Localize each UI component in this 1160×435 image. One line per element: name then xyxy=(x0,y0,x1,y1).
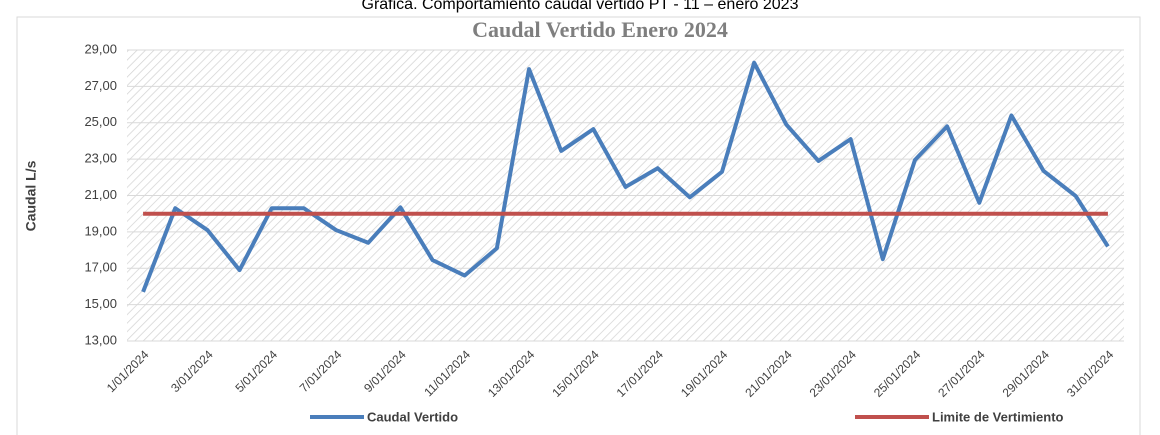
y-axis-label: Caudal L/s xyxy=(23,160,39,231)
y-tick-label: 25,00 xyxy=(84,114,117,129)
y-tick-label: 21,00 xyxy=(84,187,117,202)
y-tick-label: 17,00 xyxy=(84,260,117,275)
legend-label: Caudal Vertido xyxy=(367,409,458,424)
y-tick-label: 19,00 xyxy=(84,223,117,238)
caption: Gráfica. Comportamiento caudal vertido P… xyxy=(362,0,799,13)
y-tick-label: 15,00 xyxy=(84,296,117,311)
series-line xyxy=(141,60,1110,293)
y-tick-label: 13,00 xyxy=(84,332,117,347)
y-tick-label: 23,00 xyxy=(84,151,117,166)
y-tick-label: 27,00 xyxy=(84,78,117,93)
chart-title: Caudal Vertido Enero 2024 xyxy=(472,17,728,42)
legend-label: Limite de Vertimiento xyxy=(932,409,1064,424)
y-tick-label: 29,00 xyxy=(84,41,117,56)
